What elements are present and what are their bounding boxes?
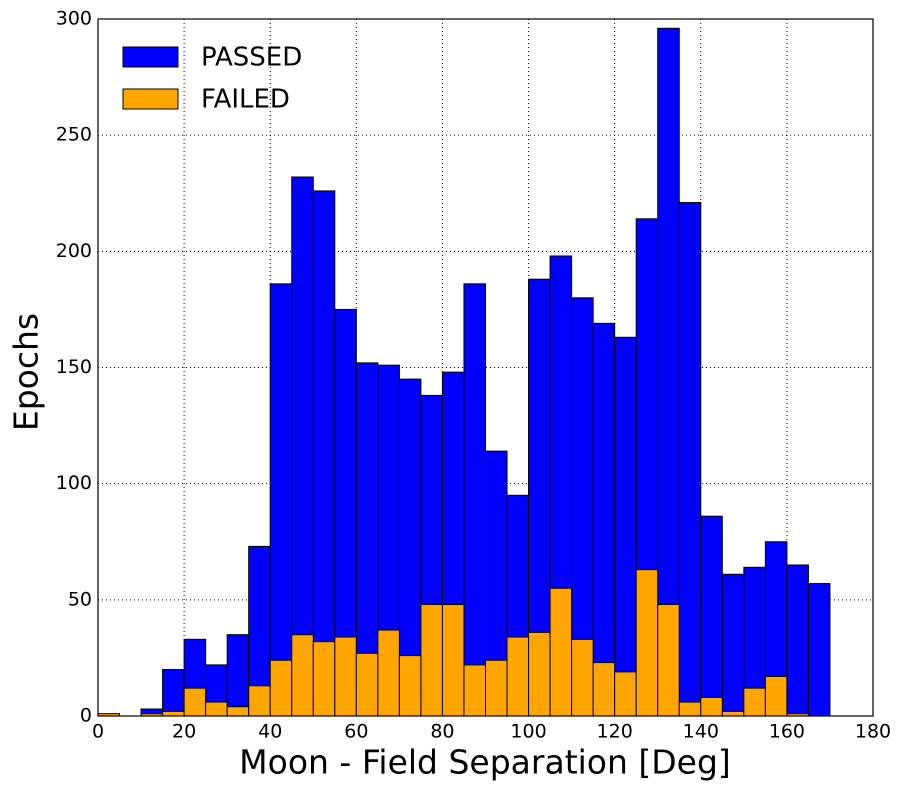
bar <box>743 687 766 717</box>
bar <box>614 671 637 717</box>
x-tick-label: 40 <box>258 721 282 743</box>
bar <box>269 283 293 717</box>
bar <box>506 636 530 717</box>
bar <box>420 603 443 717</box>
bar <box>700 515 723 717</box>
x-tick-label: 0 <box>92 721 104 743</box>
bar <box>226 706 250 717</box>
y-axis-label: Epochs <box>7 313 46 431</box>
bar <box>183 687 207 717</box>
bar <box>764 676 788 717</box>
legend-label: PASSED <box>201 43 302 73</box>
bar <box>463 664 487 717</box>
bar <box>312 641 336 717</box>
legend-swatch <box>122 46 179 68</box>
x-tick-label: 180 <box>855 721 891 743</box>
bar <box>441 603 465 717</box>
bar <box>657 603 680 717</box>
bar <box>398 655 422 717</box>
bar <box>721 710 745 717</box>
bar <box>592 662 616 717</box>
bar <box>355 652 379 717</box>
bar <box>678 202 702 717</box>
bar <box>463 283 487 717</box>
x-tick-label: 160 <box>769 721 805 743</box>
bar <box>678 701 702 717</box>
bar <box>549 587 573 717</box>
x-tick-label: 80 <box>430 721 454 743</box>
bar <box>592 322 616 717</box>
bar <box>205 701 228 717</box>
y-tick-label: 150 <box>56 356 92 378</box>
legend-label: FAILED <box>201 85 290 115</box>
bar <box>700 696 723 717</box>
y-tick-label: 250 <box>56 124 92 146</box>
bar <box>721 573 745 717</box>
y-tick-label: 50 <box>68 588 92 610</box>
x-tick-label: 20 <box>172 721 196 743</box>
bar <box>614 336 637 717</box>
y-tick-label: 300 <box>56 8 92 30</box>
bar <box>162 669 185 717</box>
bar <box>248 685 271 717</box>
bar <box>334 636 357 717</box>
bar <box>807 583 831 717</box>
bar <box>312 190 336 717</box>
x-axis-label: Moon - Field Separation [Deg] <box>239 743 731 782</box>
x-tick-label: 120 <box>597 721 633 743</box>
y-tick-label: 200 <box>56 240 92 262</box>
y-tick-label: 100 <box>56 472 92 494</box>
legend-swatch <box>122 88 179 110</box>
bar <box>377 629 400 717</box>
x-tick-label: 140 <box>683 721 719 743</box>
bar <box>162 710 185 717</box>
bar <box>226 634 250 717</box>
x-tick-label: 60 <box>344 721 368 743</box>
bar <box>485 659 508 717</box>
plot-frame <box>97 18 874 717</box>
y-tick-label: 0 <box>80 705 92 727</box>
bar <box>786 564 809 717</box>
bar <box>291 634 314 717</box>
bar <box>635 569 659 717</box>
bar <box>269 659 293 717</box>
x-tick-label: 100 <box>510 721 546 743</box>
bar <box>528 631 551 717</box>
bar <box>571 638 594 717</box>
